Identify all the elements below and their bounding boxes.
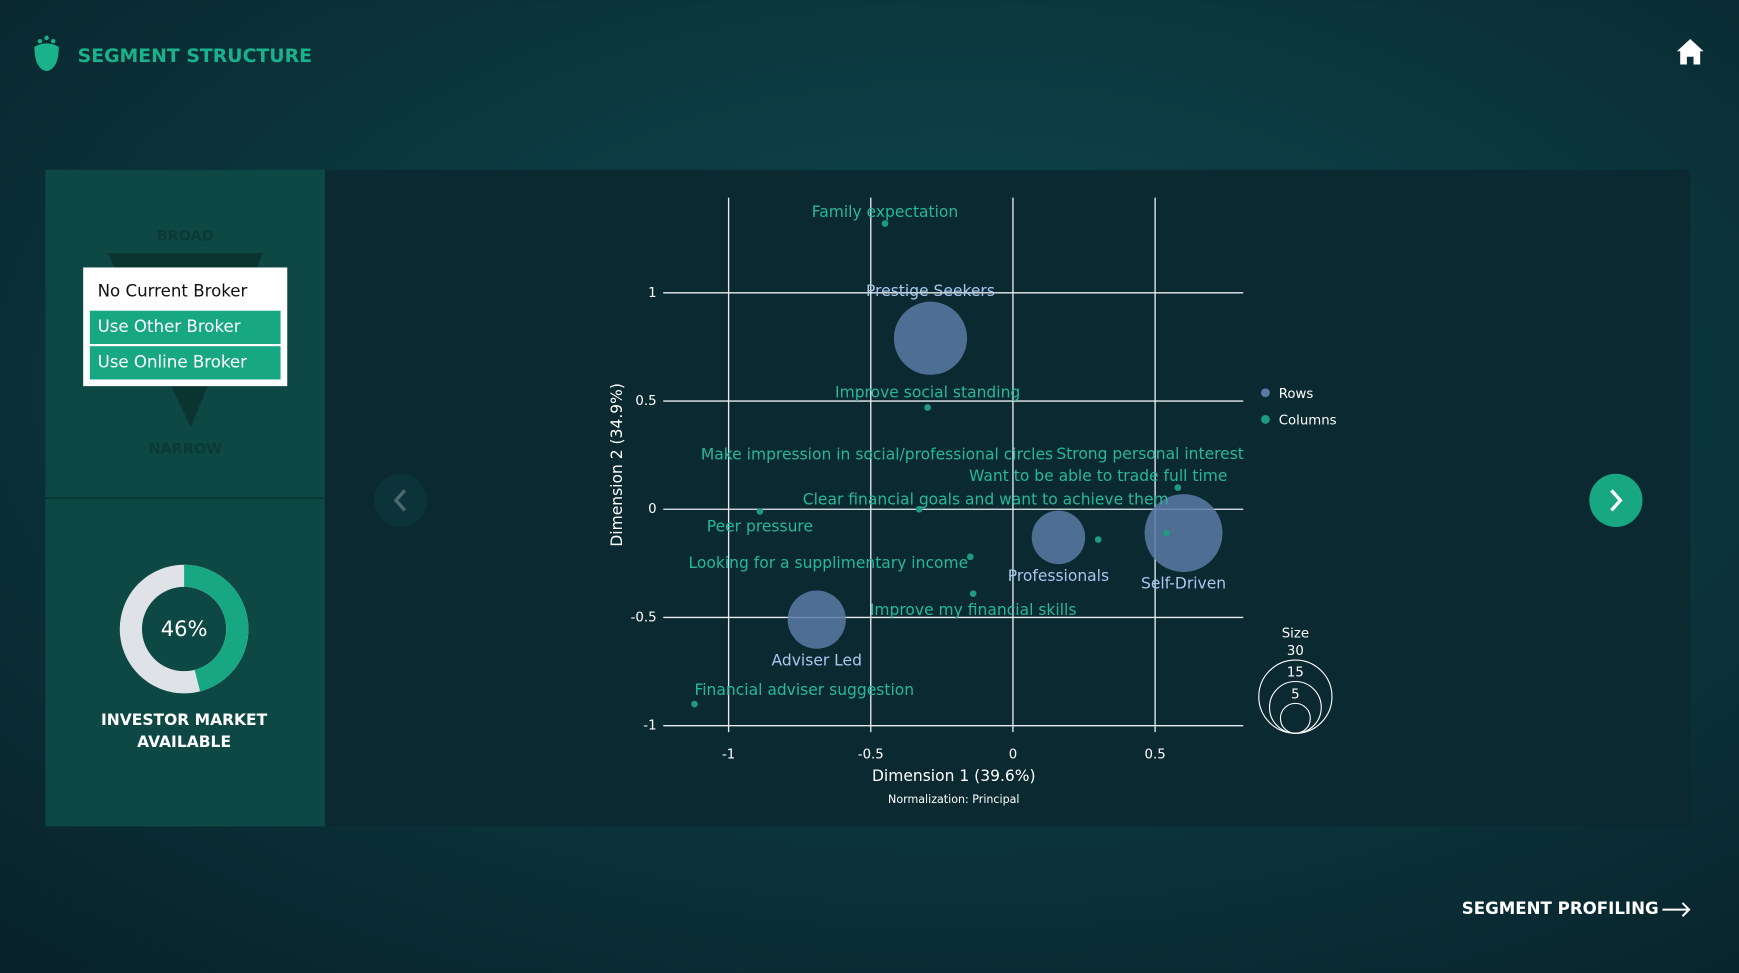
legend-swatch: [1260, 414, 1270, 424]
market-label-line: AVAILABLE: [137, 733, 231, 751]
size-legend-label: 5: [1291, 688, 1299, 703]
y-tick-label: -0.5: [631, 610, 657, 625]
point: [691, 700, 698, 708]
point-label: Improve social standing: [835, 384, 1020, 402]
point-label: Professionals: [1008, 567, 1109, 585]
point-label: Family expectation: [812, 203, 959, 221]
point: [881, 220, 889, 227]
point-label: Adviser Led: [772, 651, 862, 669]
x-tick-label: 0: [1009, 747, 1017, 762]
filter-option[interactable]: Use Online Broker: [98, 352, 248, 371]
x-tick-label: 0.5: [1145, 747, 1166, 762]
point: [969, 590, 977, 597]
point: [966, 553, 974, 561]
y-tick-label: 0.5: [635, 394, 656, 409]
axis-note: Normalization: Principal: [888, 793, 1019, 806]
funnel-bottom-label: NARROW: [148, 441, 222, 457]
size-legend-circle: [1279, 702, 1311, 734]
bubble: [893, 301, 968, 375]
point-label: Financial adviser suggestion: [694, 681, 914, 699]
funnel-top-label: BROAD: [157, 228, 214, 244]
x-tick-label: -1: [722, 747, 735, 762]
chart: -1 -0.5 0 0.5 1 -1 -0.5 0 0.5 Dimension 1 (39.6%)…: [608, 197, 1337, 806]
bubble: [787, 590, 846, 649]
filter-option-bg: [89, 346, 281, 380]
x-axis-label: Dimension 1 (39.6%): [872, 767, 1036, 785]
size-legend-title: Size: [1282, 626, 1309, 641]
point-label: Self-Driven: [1141, 575, 1226, 593]
market-label: INVESTOR MARKET AVAILABLE: [101, 710, 268, 750]
x-tick-label: -0.5: [858, 747, 884, 762]
point: [915, 505, 923, 513]
point-label: Strong personal interest: [1056, 445, 1244, 463]
y-axis-label: Dimension 2 (34.9%): [608, 383, 626, 547]
point-label: Want to be able to trade full time: [969, 467, 1227, 485]
legend-swatch: [1260, 388, 1270, 398]
donut-arc: [183, 564, 249, 692]
point-label: Looking for a supplimentary income: [689, 554, 969, 572]
filter-option[interactable]: No Current Broker: [98, 281, 248, 300]
logo: [34, 35, 59, 72]
market-label-line: INVESTOR MARKET: [101, 710, 268, 728]
page-title: SEGMENT STRUCTURE: [78, 46, 312, 67]
donut-value: 46%: [161, 616, 208, 641]
point-label: Make impression in social/professional c…: [701, 445, 1053, 463]
size-legend-label: 15: [1287, 666, 1304, 681]
chart-panel: [324, 169, 1691, 827]
size-legend-label: 30: [1287, 644, 1304, 659]
next-page-label[interactable]: SEGMENT PROFILING: [1462, 899, 1659, 918]
y-tick-label: -1: [643, 719, 656, 734]
bubble: [1031, 510, 1086, 565]
filter-option-bg: [89, 310, 281, 344]
point-label: Improve my financial skills: [870, 601, 1077, 619]
prev-button[interactable]: [373, 473, 427, 527]
point: [1094, 536, 1102, 543]
point: [756, 508, 764, 515]
filter-list: No Current Broker Use Other Broker Use Onl…: [89, 281, 281, 380]
point: [1174, 484, 1182, 491]
legend-label: Rows: [1279, 387, 1314, 402]
filter-option[interactable]: Use Other Broker: [98, 317, 241, 336]
next-page-link[interactable]: SEGMENT PROFILING: [1462, 899, 1691, 918]
point-label: Prestige Seekers: [866, 282, 995, 300]
point-label: Peer pressure: [707, 517, 813, 535]
bubble: [1144, 494, 1223, 573]
legend-label: Columns: [1279, 414, 1337, 429]
point-label: Clear financial goals and want to achiev…: [803, 490, 1169, 508]
home-button[interactable]: [1676, 38, 1704, 65]
point: [924, 404, 931, 411]
point: [1163, 529, 1170, 537]
y-tick-label: 0: [648, 502, 656, 517]
next-button[interactable]: [1589, 473, 1643, 527]
y-tick-label: 1: [648, 286, 656, 301]
donut: [119, 564, 249, 694]
